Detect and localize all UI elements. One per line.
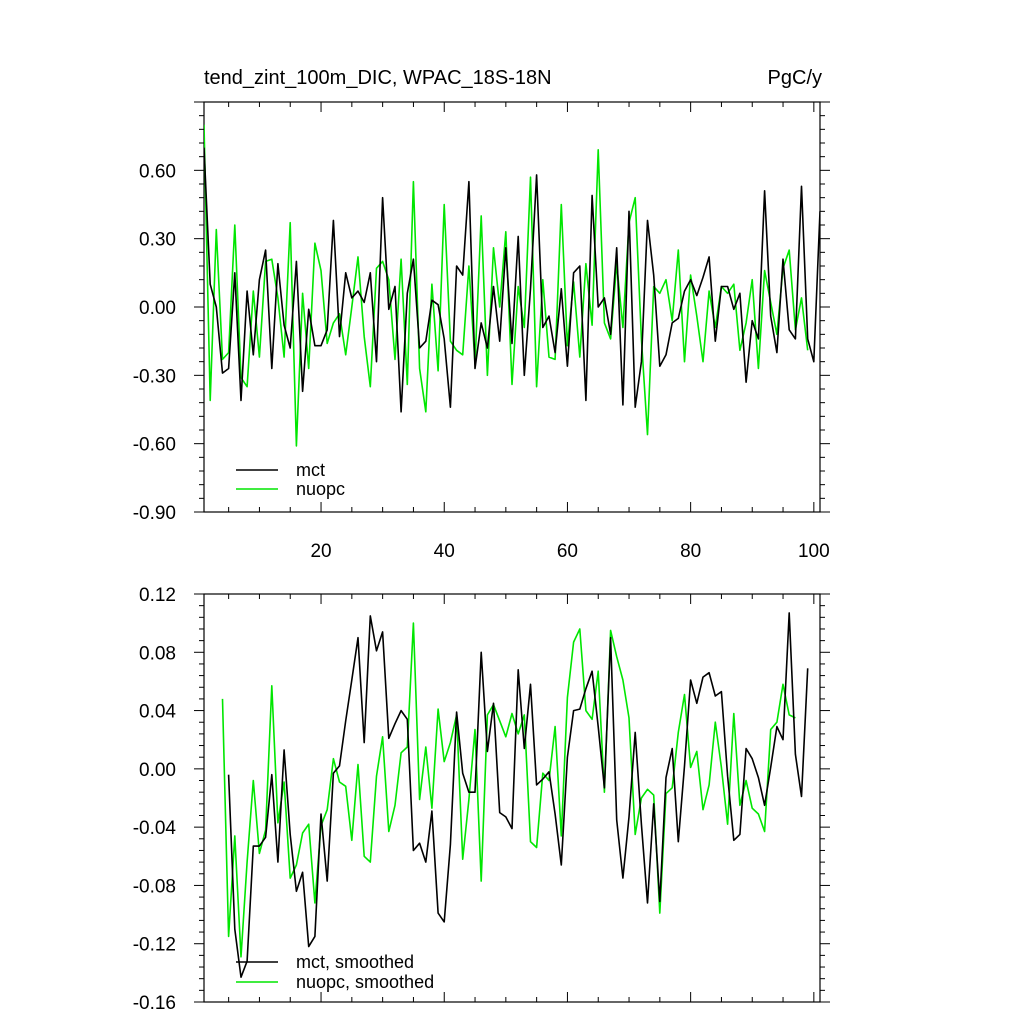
series-line-mct <box>204 147 820 413</box>
x-tick-label: 80 <box>680 541 701 562</box>
legend-label: mct, smoothed <box>296 952 414 972</box>
chart-title: tend_zint_100m_DIC, WPAC_18S-18N <box>204 67 552 89</box>
y-tick-label: 0.30 <box>139 230 176 251</box>
chart-units: PgC/y <box>768 67 822 89</box>
legend-label: nuopc, smoothed <box>296 972 434 992</box>
y-tick-label: -0.12 <box>133 935 176 956</box>
series-line-nuopc <box>204 124 809 447</box>
x-tick-label: 60 <box>557 541 578 562</box>
y-tick-label: 0.00 <box>139 760 176 781</box>
y-tick-label: -0.30 <box>133 366 176 387</box>
legend-label: nuopc <box>296 479 345 499</box>
y-tick-label: 0.08 <box>139 643 176 664</box>
y-tick-label: 0.12 <box>139 585 176 606</box>
y-tick-label: -0.60 <box>133 435 176 456</box>
x-tick-label: 20 <box>310 541 331 562</box>
x-tick-label: 100 <box>798 541 830 562</box>
panel-1: 20 40 60 80 100 -0.90 -0.60 -0.30 0.00 0.30 0.60 mc… <box>133 101 830 562</box>
y-tick-label: -0.08 <box>133 876 176 897</box>
plot-frame <box>203 101 821 513</box>
x-tick-label: 40 <box>434 541 455 562</box>
y-tick-label: 0.04 <box>139 702 176 723</box>
y-tick-label: -0.90 <box>133 503 176 524</box>
y-tick-label: -0.16 <box>133 993 176 1014</box>
y-tick-label: -0.04 <box>133 818 177 839</box>
legend-label: mct <box>296 460 325 480</box>
y-tick-label: 0.60 <box>139 161 176 182</box>
series-line-mct-smoothed <box>227 612 809 979</box>
y-tick-label: 0.00 <box>139 298 176 319</box>
plot-frame <box>203 593 821 1003</box>
panel-2: -0.16 -0.12 -0.08 -0.04 0.00 0.04 0.08 0.12 mct,… <box>133 585 830 1014</box>
